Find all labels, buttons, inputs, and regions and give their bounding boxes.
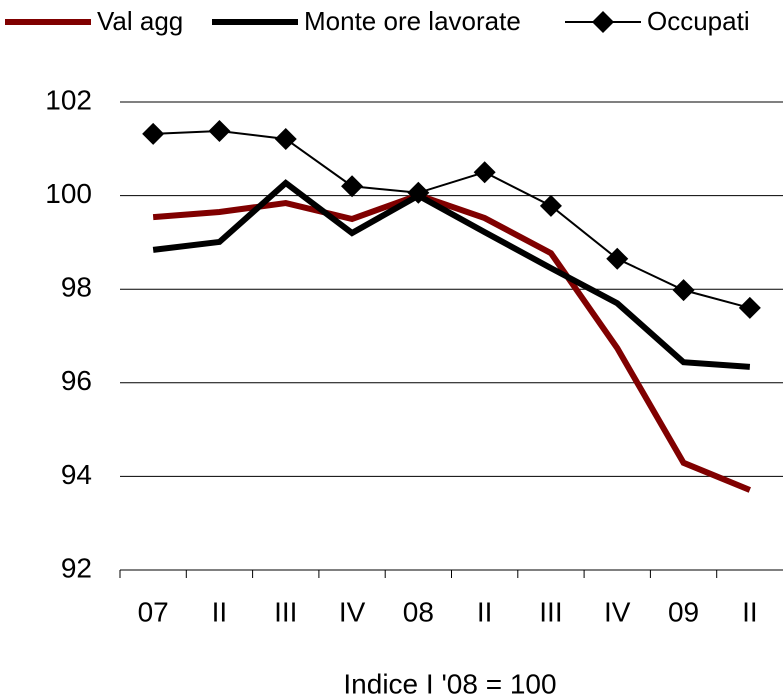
series-line [152, 191, 751, 493]
x-tick-label: III [274, 596, 297, 627]
y-tick-label: 96 [61, 365, 92, 396]
x-tick-label: 08 [403, 596, 434, 627]
y-tick-label: 98 [61, 272, 92, 303]
y-tick-label: 102 [45, 84, 92, 115]
x-tick-label: II [477, 596, 493, 627]
legend-label: Monte ore lavorate [304, 6, 521, 36]
legend-label: Val agg [97, 6, 183, 36]
x-axis-label: Indice I '08 = 100 [343, 668, 556, 699]
marker [738, 296, 761, 319]
y-tick-label: 100 [45, 178, 92, 209]
marker [672, 279, 695, 302]
marker [407, 181, 430, 204]
marker [539, 194, 562, 217]
x-tick-label: 09 [668, 596, 699, 627]
x-tick-label: IV [339, 596, 366, 627]
legend-label: Occupati [647, 6, 750, 36]
marker [341, 175, 364, 198]
x-tick-label: III [539, 596, 562, 627]
marker [142, 122, 165, 145]
legend-marker [592, 11, 614, 33]
series-line [152, 179, 751, 370]
marker [606, 247, 629, 270]
marker [274, 127, 297, 150]
y-tick-label: 94 [61, 459, 92, 490]
x-tick-label: IV [604, 596, 631, 627]
marker [208, 120, 231, 143]
x-tick-label: II [742, 596, 758, 627]
y-tick-label: 92 [61, 552, 92, 583]
series-line [153, 130, 751, 309]
x-tick-label: 07 [138, 596, 169, 627]
marker [473, 161, 496, 184]
x-tick-label: II [212, 596, 228, 627]
